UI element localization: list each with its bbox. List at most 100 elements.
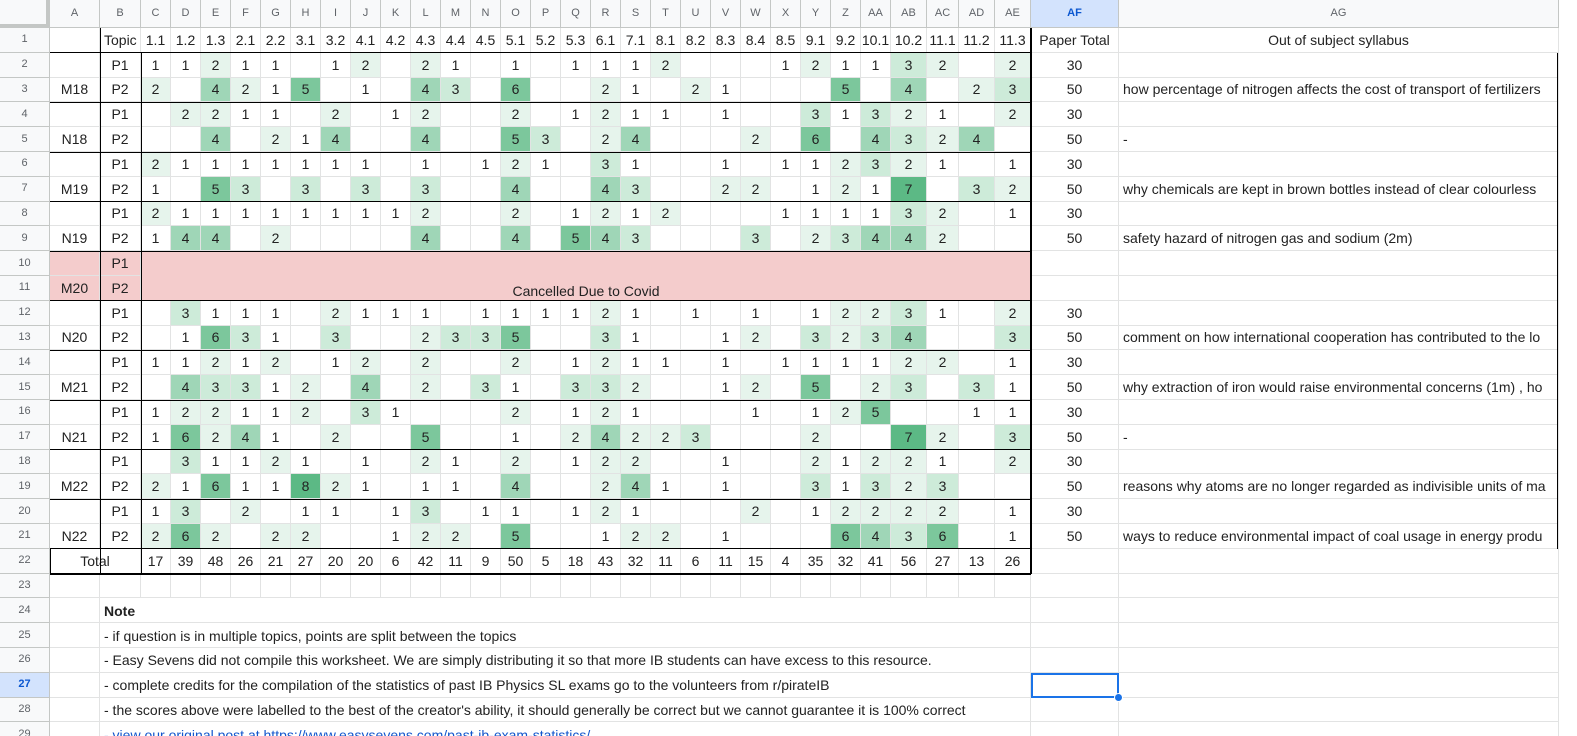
score-cell[interactable]: 4 [891,325,927,351]
total-cell[interactable]: 48 [201,548,231,574]
score-cell[interactable] [861,77,891,103]
score-cell[interactable]: 1 [711,350,741,376]
score-cell[interactable]: 1 [411,474,441,500]
score-cell[interactable]: 1 [561,499,591,524]
paper-total-cell[interactable]: 50 [1031,474,1119,500]
paper-label[interactable]: P2 [100,325,141,351]
note-line[interactable]: - complete credits for the compilation o… [104,677,830,694]
score-cell[interactable] [681,127,711,152]
score-cell[interactable] [471,201,501,227]
score-cell[interactable]: 1 [201,201,231,227]
score-cell[interactable]: 2 [231,499,261,524]
score-cell[interactable]: 1 [711,325,741,351]
syllabus-note-cell[interactable]: - [1119,127,1559,152]
row-header-16[interactable]: 16 [0,400,50,425]
score-cell[interactable]: 3 [959,176,995,202]
score-cell[interactable]: 1 [861,350,891,376]
score-cell[interactable]: 1 [321,201,351,227]
original-post-link[interactable]: - view our original post at https://www.… [104,726,591,736]
score-cell[interactable]: 1 [801,201,831,227]
syllabus-note-cell[interactable] [1119,201,1559,227]
score-cell[interactable]: 1 [561,350,591,376]
score-cell[interactable]: 3 [321,325,351,351]
note-line[interactable]: - the scores above were labelled to the … [104,701,966,718]
score-cell[interactable]: 2 [891,102,927,128]
column-header-f[interactable]: F [231,0,261,28]
session-label[interactable] [50,499,100,524]
score-cell[interactable]: 5 [561,226,591,252]
session-label[interactable]: M19 [50,176,100,202]
score-cell[interactable] [531,474,561,500]
score-cell[interactable] [741,424,771,450]
score-cell[interactable]: 1 [261,300,291,326]
empty-cell[interactable] [861,573,891,599]
score-cell[interactable]: 4 [891,226,927,252]
score-cell[interactable] [531,524,561,549]
score-cell[interactable] [471,127,501,152]
empty-cell[interactable] [1031,623,1119,648]
score-cell[interactable] [201,499,231,524]
score-cell[interactable]: 6 [171,524,201,549]
score-cell[interactable]: 1 [501,424,531,450]
score-cell[interactable]: 2 [801,52,831,78]
paper-label[interactable]: P1 [100,152,141,177]
score-cell[interactable]: 4 [411,127,441,152]
score-cell[interactable]: 4 [621,127,651,152]
empty-cell[interactable] [1119,623,1559,648]
score-cell[interactable] [959,52,995,78]
score-cell[interactable]: 2 [861,375,891,400]
score-cell[interactable]: 3 [471,375,501,400]
row-header-10[interactable]: 10 [0,251,50,276]
score-cell[interactable]: 3 [291,176,321,202]
score-cell[interactable]: 1 [321,499,351,524]
row-header-11[interactable]: 11 [0,276,50,301]
score-cell[interactable]: 1 [291,499,321,524]
score-cell[interactable]: 1 [171,201,201,227]
session-label[interactable]: M18 [50,77,100,103]
paper-label[interactable]: P2 [100,226,141,252]
syllabus-note-cell[interactable] [1119,300,1559,326]
score-cell[interactable]: 2 [891,152,927,177]
empty-cell[interactable] [261,573,291,599]
row-header-4[interactable]: 4 [0,102,50,128]
score-cell[interactable]: 1 [741,300,771,326]
header-cell[interactable]: 11.1 [927,28,959,53]
paper-label[interactable]: P2 [100,77,141,103]
total-cell[interactable]: 18 [561,548,591,574]
score-cell[interactable]: 1 [261,424,291,450]
row-header-7[interactable]: 7 [0,176,50,202]
score-cell[interactable]: 1 [711,77,741,103]
score-cell[interactable]: 1 [711,474,741,500]
score-cell[interactable] [651,499,681,524]
score-cell[interactable]: 1 [561,201,591,227]
column-header-o[interactable]: O [501,0,531,28]
score-cell[interactable]: 1 [531,152,561,177]
empty-cell[interactable] [741,573,771,599]
score-cell[interactable]: 1 [651,350,681,376]
total-cell[interactable]: 11 [651,548,681,574]
score-cell[interactable] [995,127,1031,152]
session-label[interactable] [50,449,100,475]
score-cell[interactable]: 1 [291,201,321,227]
score-cell[interactable] [531,176,561,202]
score-cell[interactable]: 1 [261,325,291,351]
score-cell[interactable]: 1 [231,201,261,227]
score-cell[interactable] [351,424,381,450]
score-cell[interactable]: 2 [201,524,231,549]
score-cell[interactable]: 1 [261,201,291,227]
paper-total-cell[interactable]: 30 [1031,300,1119,326]
score-cell[interactable] [561,127,591,152]
paper-total-cell[interactable]: 50 [1031,127,1119,152]
score-cell[interactable]: 2 [261,449,291,475]
empty-cell[interactable] [995,573,1031,599]
score-cell[interactable]: 2 [891,449,927,475]
score-cell[interactable]: 1 [621,201,651,227]
score-cell[interactable] [681,375,711,400]
score-cell[interactable]: 2 [831,300,861,326]
total-cell[interactable]: 27 [927,548,959,574]
score-cell[interactable] [561,524,591,549]
score-cell[interactable]: 1 [261,102,291,128]
score-cell[interactable]: 3 [441,77,471,103]
row-header-12[interactable]: 12 [0,300,50,326]
